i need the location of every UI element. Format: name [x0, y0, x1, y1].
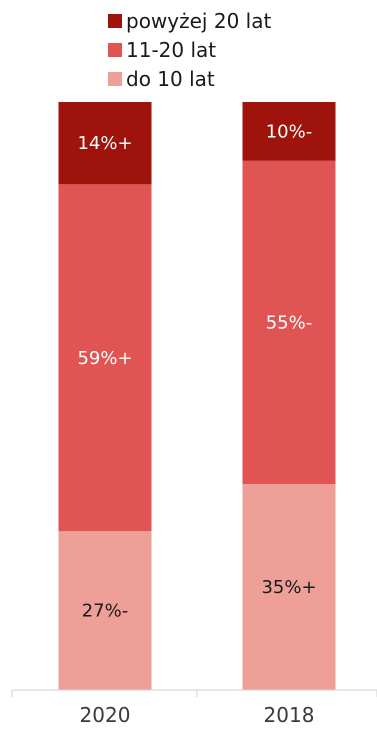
bar-segment — [58, 102, 152, 185]
x-tick-label: 2020 — [80, 703, 131, 727]
x-axis — [11, 689, 377, 697]
bar-segment — [58, 531, 152, 690]
data-label: 10%- — [266, 121, 313, 142]
legend-swatch — [108, 14, 122, 28]
bar-segment — [242, 484, 336, 690]
legend: powyżej 20 lat 11-20 lat do 10 lat — [108, 9, 271, 91]
legend-label: powyżej 20 lat — [126, 9, 271, 33]
data-label: 59%+ — [77, 348, 132, 369]
data-label: 55%- — [266, 313, 313, 334]
bar-segment — [242, 102, 336, 161]
x-tick-label: 2018 — [264, 703, 315, 727]
legend-swatch — [108, 43, 122, 57]
x-tick-labels: 2020 2018 — [80, 703, 315, 727]
data-label: 14%+ — [77, 133, 132, 154]
legend-label: do 10 lat — [126, 67, 215, 91]
legend-swatch — [108, 72, 122, 86]
bar-segment — [242, 160, 336, 485]
bar-segment — [58, 184, 152, 532]
legend-label: 11-20 lat — [126, 38, 216, 62]
data-label: 27%- — [82, 601, 129, 622]
data-label: 35%+ — [261, 577, 316, 598]
bars: 27%- 59%+ 14%+ 35%+ 55%- 10%- — [58, 102, 336, 690]
